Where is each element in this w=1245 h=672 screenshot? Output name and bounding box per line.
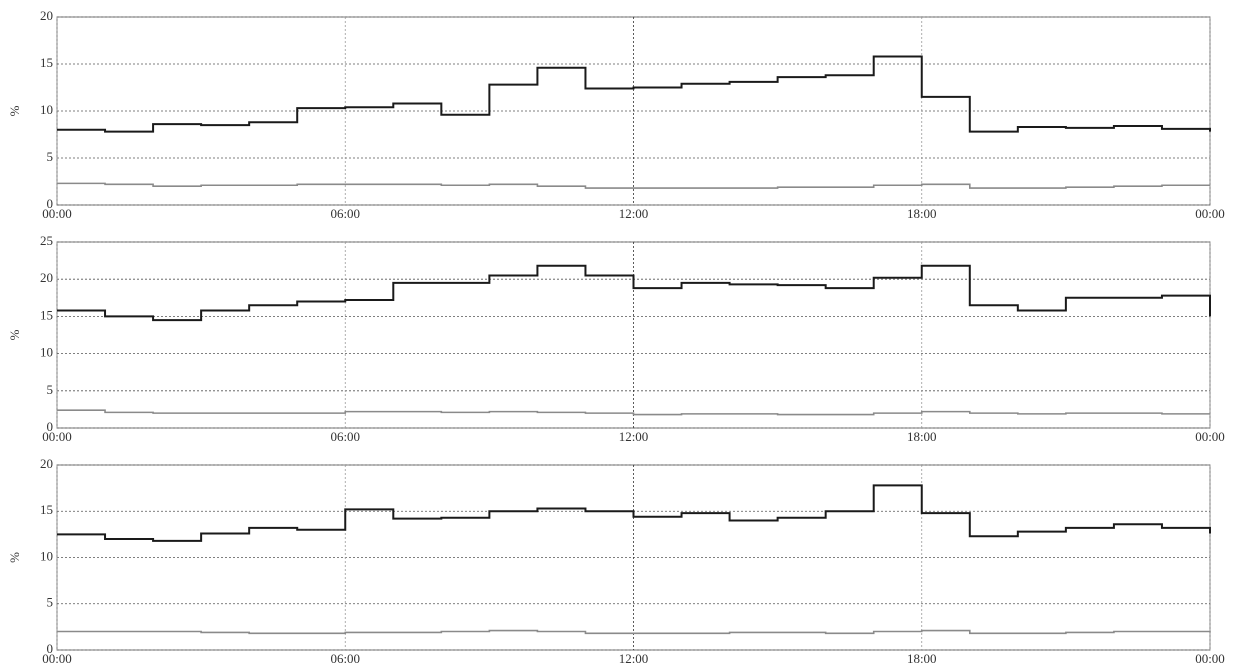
x-tick-label: 00:00 — [42, 429, 72, 444]
x-tick-label: 12:00 — [619, 206, 649, 221]
x-tick-label: 00:00 — [42, 651, 72, 666]
x-tick-label: 18:00 — [907, 429, 937, 444]
y-tick-label: 0 — [47, 641, 54, 656]
y-tick-label: 5 — [47, 382, 54, 397]
x-tick-label: 00:00 — [1195, 206, 1225, 221]
x-tick-label: 18:00 — [907, 651, 937, 666]
data-line — [57, 629, 1211, 635]
data-line — [57, 182, 1210, 189]
y-tick-label: 15 — [40, 307, 53, 322]
y-tick-label: 15 — [40, 502, 53, 517]
x-tick-label: 06:00 — [330, 429, 360, 444]
x-tick-label: 06:00 — [330, 206, 360, 221]
y-axis-label: % — [7, 105, 22, 116]
y-tick-label: 10 — [40, 548, 53, 563]
y-tick-label: 5 — [47, 595, 54, 610]
x-tick-label: 00:00 — [1195, 651, 1225, 666]
y-tick-label: 10 — [40, 102, 53, 117]
data-line — [57, 484, 1211, 542]
x-tick-label: 06:00 — [330, 651, 360, 666]
y-tick-label: 0 — [47, 419, 54, 434]
y-tick-label: 15 — [40, 55, 53, 70]
data-line — [57, 55, 1211, 133]
y-axis-label: % — [7, 329, 22, 340]
y-tick-label: 5 — [47, 149, 54, 164]
data-line — [57, 264, 1211, 322]
y-tick-label: 25 — [40, 233, 53, 248]
x-tick-label: 18:00 — [907, 206, 937, 221]
y-tick-label: 20 — [40, 456, 53, 471]
y-tick-label: 20 — [40, 8, 53, 23]
x-tick-label: 00:00 — [1195, 429, 1225, 444]
y-axis-label: % — [7, 552, 22, 563]
y-tick-label: 20 — [40, 270, 53, 285]
x-tick-label: 00:00 — [42, 206, 72, 221]
y-tick-label: 0 — [47, 196, 54, 211]
x-tick-label: 12:00 — [619, 429, 649, 444]
x-tick-label: 12:00 — [619, 651, 649, 666]
y-tick-label: 10 — [40, 345, 53, 360]
data-line — [57, 409, 1210, 416]
